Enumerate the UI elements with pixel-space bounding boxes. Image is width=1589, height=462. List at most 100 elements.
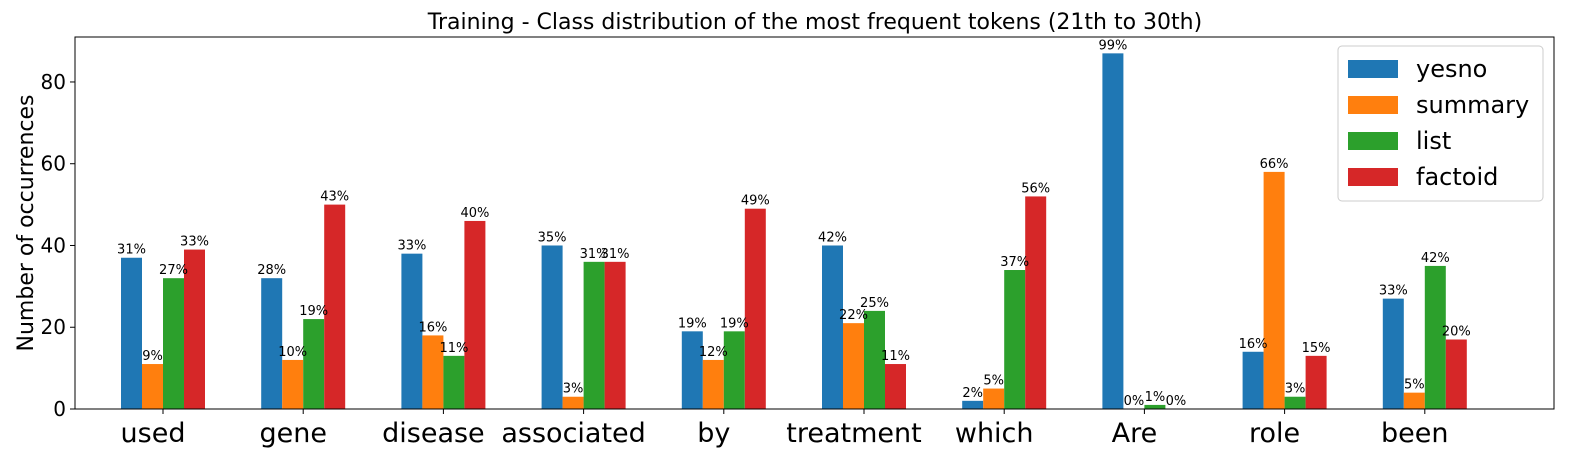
bar-label-yesno-by: 19%: [678, 316, 707, 331]
bar-label-factoid-by: 49%: [741, 194, 770, 209]
bar-yesno-used: [121, 257, 142, 409]
bar-label-summary-by: 12%: [699, 345, 728, 360]
legend: yesno summary list factoid: [1337, 45, 1544, 202]
bar-label-summary-been: 5%: [1404, 378, 1425, 393]
legend-label-factoid: factoid: [1416, 163, 1498, 191]
bar-label-factoid-which: 56%: [1021, 181, 1050, 196]
bar-factoid-gene: [324, 204, 346, 409]
bar-factoid-associated: [604, 261, 626, 409]
bar-list-disease: [443, 355, 465, 409]
bar-summary-associated: [562, 396, 584, 409]
bar-label-summary-are: 0%: [1124, 394, 1145, 409]
bar-label-yesno-gene: 28%: [257, 263, 286, 278]
bar-factoid-treatment: [885, 364, 906, 409]
bar-yesno-role: [1242, 351, 1264, 409]
bar-labels-layer: 31% 9% 27% 33% 28% 10% 19% 43% 33% 16% 11% 40% 35% 3%…: [117, 38, 1471, 409]
bar-summary-treatment: [843, 323, 864, 409]
x-axis: used gene disease associated by treatment whic…: [121, 409, 1449, 449]
bar-list-treatment: [864, 310, 885, 409]
bar-yesno-disease: [401, 253, 423, 409]
bar-factoid-by: [744, 208, 766, 409]
y-tick-label: 40: [41, 233, 66, 257]
bar-factoid-role: [1305, 355, 1327, 409]
x-tick-label: which: [955, 418, 1034, 449]
legend-swatch-factoid: [1348, 168, 1398, 186]
bar-label-yesno-role: 16%: [1239, 337, 1268, 352]
bar-yesno-been: [1382, 298, 1404, 409]
bar-yesno-gene: [261, 278, 283, 409]
bar-label-list-been: 42%: [1421, 251, 1450, 266]
bar-factoid-been: [1445, 339, 1467, 409]
bar-label-factoid-gene: 43%: [320, 190, 349, 205]
bar-label-list-by: 19%: [720, 316, 749, 331]
bar-label-yesno-disease: 33%: [397, 239, 426, 254]
bar-yesno-are: [1102, 53, 1124, 409]
x-tick-label: disease: [382, 418, 485, 449]
bar-label-list-are: 1%: [1145, 390, 1166, 405]
bar-yesno-treatment: [822, 245, 843, 409]
bar-label-factoid-associated: 31%: [601, 247, 630, 262]
y-tick-label: 80: [41, 70, 66, 94]
bar-label-factoid-role: 15%: [1302, 341, 1331, 356]
x-tick-label: been: [1381, 418, 1448, 449]
bar-label-factoid-treatment: 11%: [881, 349, 910, 364]
legend-swatch-yesno: [1348, 60, 1398, 78]
x-tick-label: associated: [501, 418, 645, 449]
bar-list-gene: [303, 319, 325, 409]
chart-title: Training - Class distribution of the mos…: [427, 10, 1202, 35]
bar-yesno-associated: [541, 245, 563, 409]
bar-summary-disease: [422, 335, 444, 409]
bar-summary-been: [1403, 392, 1425, 409]
bar-summary-by: [702, 359, 724, 409]
bar-label-list-associated: 31%: [580, 247, 609, 262]
bar-label-yesno-used: 31%: [117, 243, 146, 258]
bar-label-list-treatment: 25%: [860, 296, 889, 311]
bar-label-list-role: 3%: [1285, 382, 1306, 397]
bar-label-summary-treatment: 22%: [839, 308, 868, 323]
x-tick-label: gene: [259, 418, 326, 449]
x-tick-label: treatment: [786, 418, 921, 449]
bar-factoid-disease: [464, 220, 486, 409]
y-tick-label: 60: [41, 152, 66, 176]
bar-label-summary-used: 9%: [142, 349, 163, 364]
bar-label-factoid-used: 33%: [180, 235, 209, 250]
bar-label-factoid-disease: 40%: [460, 206, 489, 221]
bar-label-list-which: 37%: [1000, 255, 1029, 270]
bar-label-yesno-treatment: 42%: [818, 230, 847, 245]
bar-label-summary-role: 66%: [1260, 157, 1289, 172]
bar-list-been: [1424, 265, 1446, 409]
y-axis: 0 20 40 60 80: [41, 70, 75, 421]
bar-label-summary-which: 5%: [983, 374, 1004, 389]
bar-factoid-used: [184, 249, 205, 409]
legend-swatch-list: [1348, 132, 1398, 150]
bar-yesno-by: [681, 331, 703, 409]
bar-label-yesno-are: 99%: [1098, 38, 1127, 53]
plot-frame: [74, 36, 1555, 410]
bar-list-which: [1004, 270, 1026, 409]
legend-label-summary: summary: [1416, 91, 1529, 119]
bar-label-list-disease: 11%: [439, 341, 468, 356]
bar-label-list-gene: 19%: [299, 304, 328, 319]
bar-label-list-used: 27%: [159, 263, 188, 278]
legend-label-list: list: [1416, 127, 1451, 155]
legend-swatch-summary: [1348, 96, 1398, 114]
bar-label-yesno-been: 33%: [1379, 284, 1408, 299]
bar-yesno-which: [962, 400, 984, 409]
bar-label-summary-associated: 3%: [563, 382, 584, 397]
bar-label-yesno-associated: 35%: [538, 230, 567, 245]
bar-factoid-which: [1025, 196, 1047, 409]
bar-label-yesno-which: 2%: [962, 386, 983, 401]
bar-list-used: [163, 278, 184, 409]
x-tick-label: used: [121, 418, 186, 449]
bar-summary-role: [1263, 171, 1285, 409]
bar-label-factoid-been: 20%: [1442, 325, 1471, 340]
x-tick-label: by: [697, 418, 730, 449]
legend-label-yesno: yesno: [1416, 55, 1487, 83]
y-tick-label: 20: [41, 315, 66, 339]
bar-summary-gene: [282, 359, 304, 409]
bar-list-are: [1144, 404, 1166, 409]
bar-list-role: [1284, 396, 1306, 409]
bar-label-summary-disease: 16%: [418, 320, 447, 335]
x-tick-label: role: [1249, 418, 1300, 449]
